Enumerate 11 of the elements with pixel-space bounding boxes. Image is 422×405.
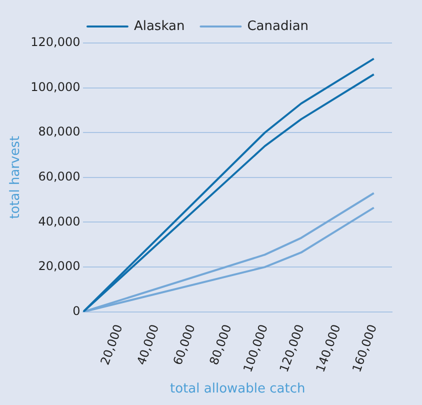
y-tick-label: 60,000 bbox=[38, 170, 80, 184]
y-tick-label: 0 bbox=[72, 304, 80, 318]
y-tick-label: 100,000 bbox=[30, 80, 80, 94]
y-tick-label: 20,000 bbox=[38, 259, 80, 274]
y-tick-label: 120,000 bbox=[30, 35, 80, 50]
legend-label: Alaskan bbox=[134, 18, 185, 34]
y-tick-label: 40,000 bbox=[38, 214, 80, 228]
y-axis-title: total harvest bbox=[8, 136, 24, 219]
x-axis-title: total allowable catch bbox=[170, 382, 306, 397]
legend-label: Canadian bbox=[247, 18, 309, 34]
y-tick-label: 80,000 bbox=[38, 124, 80, 139]
